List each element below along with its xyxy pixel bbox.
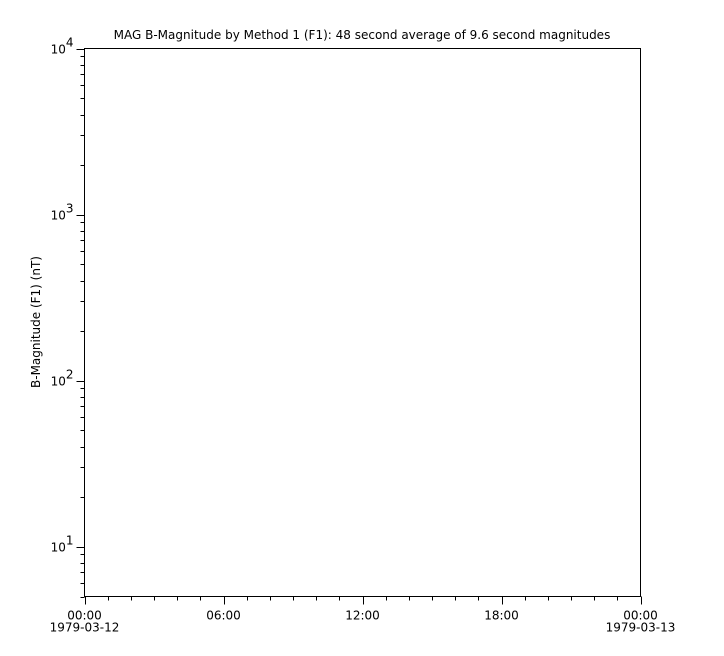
x-tick-date: 1979-03-13 [606, 621, 676, 635]
x-tick-date: 1979-03-12 [50, 621, 120, 635]
y-tick-label: 103 [51, 202, 74, 223]
x-tick-label: 06:00 [206, 609, 241, 623]
y-tick-label: 102 [51, 368, 74, 389]
chart-title: MAG B-Magnitude by Method 1 (F1): 48 sec… [114, 28, 611, 42]
y-tick-label: 101 [51, 534, 74, 555]
x-tick-label: 18:00 [484, 609, 519, 623]
y-tick-label: 104 [51, 36, 74, 57]
plot-frame [84, 48, 641, 597]
x-tick-label: 00:00 [67, 609, 102, 623]
x-tick-label: 00:00 [623, 609, 658, 623]
x-tick-label: 12:00 [345, 609, 380, 623]
y-axis-label: B-Magnitude (F1) (nT) [29, 256, 43, 388]
